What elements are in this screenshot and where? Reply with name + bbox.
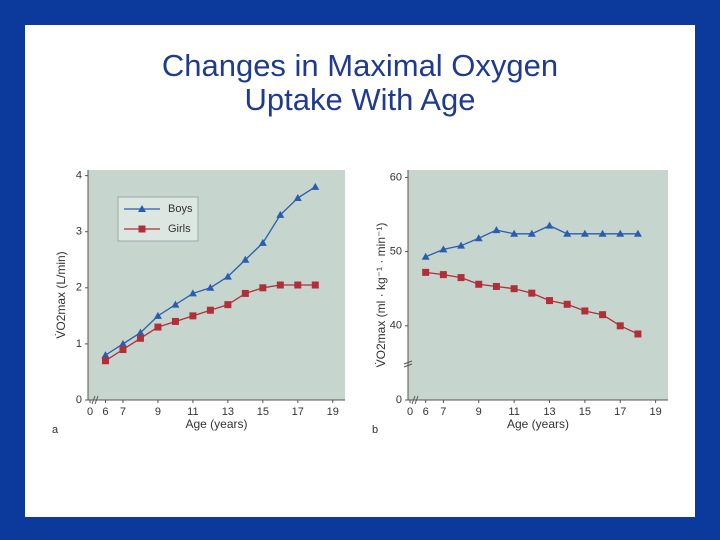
marker — [633, 229, 642, 237]
marker — [580, 229, 589, 237]
y-tick-label: 60 — [390, 171, 402, 183]
axis-break — [403, 360, 413, 368]
y-tick-label: 3 — [76, 226, 82, 238]
marker — [457, 241, 466, 249]
x-tick-label: 13 — [543, 406, 555, 418]
x-tick-label: 15 — [579, 406, 591, 418]
marker — [510, 229, 519, 237]
legend-label: Girls — [168, 223, 191, 235]
x-tick-label: 19 — [327, 406, 339, 418]
y-axis-label: V̇O2max (ml · kg⁻¹ · min⁻¹) — [374, 223, 388, 368]
marker — [259, 284, 267, 292]
marker — [154, 323, 162, 331]
marker — [475, 280, 483, 288]
marker — [422, 268, 430, 276]
x-tick-label: 0 — [407, 406, 413, 418]
marker — [545, 221, 554, 229]
legend-label: Boys — [168, 203, 193, 215]
marker — [492, 282, 500, 290]
marker — [188, 289, 197, 297]
marker — [171, 300, 180, 308]
marker — [119, 346, 127, 354]
y-axis-label: V̇O2max (L/min) — [54, 251, 68, 338]
y-tick-label: 0 — [76, 394, 82, 406]
y-tick-label: 4 — [76, 170, 82, 182]
marker — [206, 306, 214, 314]
marker — [189, 312, 197, 320]
x-tick-label: 6 — [102, 406, 108, 418]
x-tick-label: 11 — [187, 406, 198, 418]
x-tick-label: 19 — [649, 406, 661, 418]
marker — [294, 281, 302, 289]
marker — [510, 285, 518, 293]
x-tick-label: 9 — [476, 406, 482, 418]
x-tick-label: 17 — [292, 406, 304, 418]
y-tick-label: 1 — [76, 338, 82, 350]
axis-break — [91, 395, 99, 405]
marker — [492, 226, 501, 234]
marker — [101, 357, 109, 365]
y-tick-label: 0 — [396, 394, 402, 406]
marker — [616, 322, 624, 330]
legend-marker — [138, 225, 146, 233]
marker — [276, 281, 284, 289]
marker — [101, 351, 110, 359]
x-axis-label: Age (years) — [185, 417, 247, 431]
y-tick-label: 2 — [76, 282, 82, 294]
marker — [634, 330, 642, 338]
y-tick-label: 50 — [390, 246, 402, 258]
marker — [616, 229, 625, 237]
marker — [224, 301, 232, 309]
slide-title: Changes in Maximal Oxygen Uptake With Age — [162, 48, 558, 117]
x-tick-label: 15 — [257, 406, 269, 418]
y-tick-label: 40 — [390, 320, 402, 332]
x-tick-label: 6 — [423, 406, 429, 418]
marker — [241, 289, 249, 297]
marker — [136, 328, 145, 336]
marker — [598, 229, 607, 237]
x-axis-label: Age (years) — [507, 417, 569, 431]
marker — [153, 311, 162, 319]
axis-break — [411, 395, 419, 405]
x-tick-label: 11 — [508, 406, 519, 418]
marker — [563, 300, 571, 308]
marker — [474, 234, 483, 242]
marker — [136, 334, 144, 342]
marker — [527, 229, 536, 237]
x-tick-label: 0 — [87, 406, 93, 418]
marker — [311, 182, 320, 190]
marker — [223, 272, 232, 280]
marker — [599, 311, 607, 319]
x-tick-label: 9 — [155, 406, 161, 418]
x-tick-label: 7 — [440, 406, 446, 418]
marker — [293, 194, 302, 202]
marker — [241, 255, 250, 263]
marker — [439, 245, 448, 253]
panel-label: a — [52, 424, 59, 436]
legend-marker — [138, 205, 146, 212]
marker — [118, 339, 127, 347]
x-tick-label: 17 — [614, 406, 626, 418]
marker — [421, 252, 430, 260]
marker — [206, 283, 215, 291]
marker — [311, 281, 319, 289]
x-tick-label: 7 — [120, 406, 126, 418]
marker — [439, 271, 447, 279]
marker — [528, 289, 536, 297]
x-tick-label: 13 — [222, 406, 234, 418]
marker — [563, 229, 572, 237]
panel-label: b — [372, 424, 378, 436]
marker — [171, 317, 179, 325]
legend-box — [117, 196, 199, 242]
marker — [258, 238, 267, 246]
plot-area — [408, 170, 668, 400]
marker — [457, 274, 465, 282]
marker — [276, 210, 285, 218]
marker — [581, 307, 589, 315]
marker — [545, 297, 553, 305]
